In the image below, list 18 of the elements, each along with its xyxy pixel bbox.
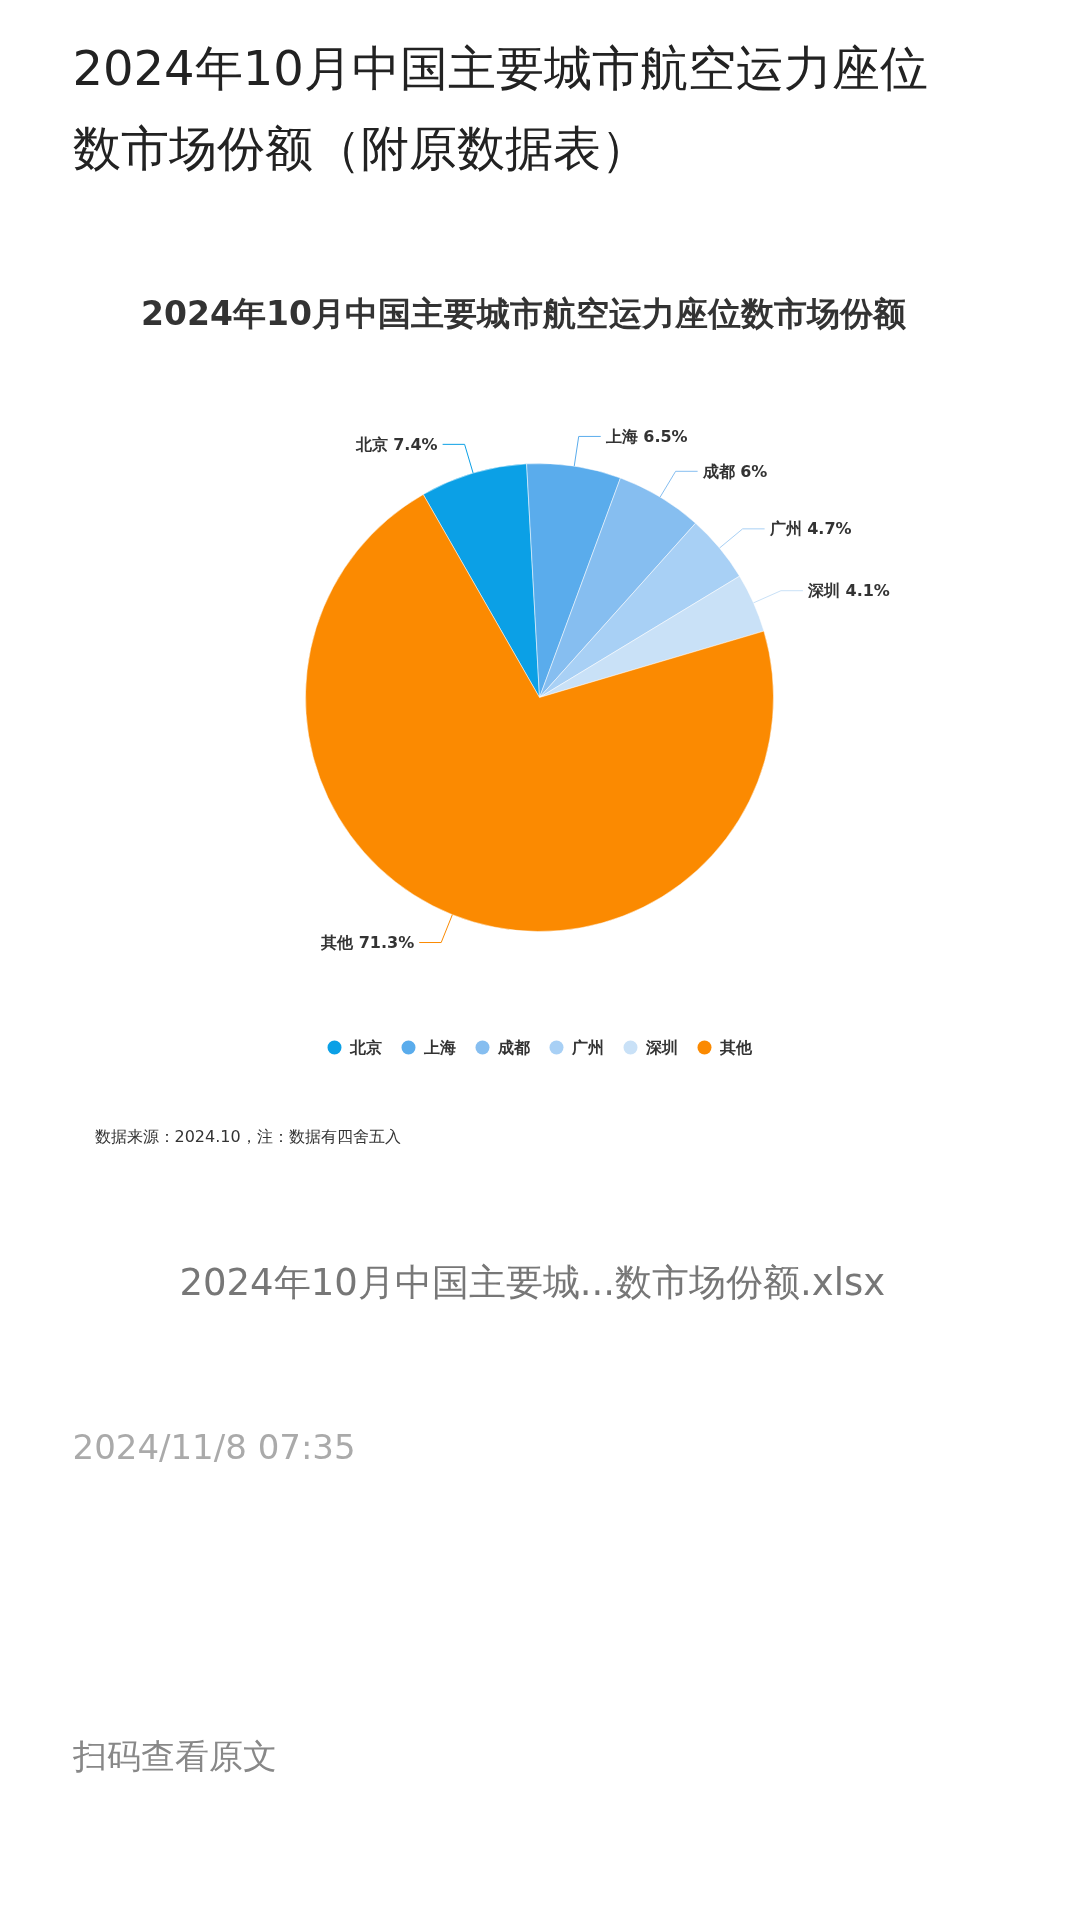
chart-subtitle: 2024年10月中国主要城市航空运力座位数市场份额 [141, 294, 906, 333]
category-label: 广州 4.7% [769, 519, 852, 539]
legend-label: 广州 [570, 1038, 604, 1057]
category-label: 深圳 4.1% [807, 581, 890, 601]
source-note: 数据来源：2024.10，注：数据有四舍五入 [94, 1127, 401, 1146]
text: 2024年10月中国主要城...数市场份额.xlsx [179, 1261, 886, 1304]
legend-label: 成都 [496, 1038, 530, 1057]
chart-title: 2024年10月中国主要城市航空运力座位数市场份额（附原数据表） [72, 39, 928, 176]
legend-label: 上海 [422, 1038, 456, 1057]
category-label: 成都 6% [702, 461, 768, 481]
text: 扫码查看原文 [71, 1735, 277, 1776]
category-label: 上海 6.5% [605, 426, 688, 446]
legend-label: 深圳 [644, 1038, 678, 1057]
legend-label: 北京 [348, 1038, 382, 1057]
text: 2024/11/8 07:35 [72, 1426, 356, 1467]
category-label: 其他 71.3% [321, 933, 415, 953]
category-label: 北京 7.4% [355, 434, 438, 454]
legend-label: 其他 [718, 1038, 753, 1057]
